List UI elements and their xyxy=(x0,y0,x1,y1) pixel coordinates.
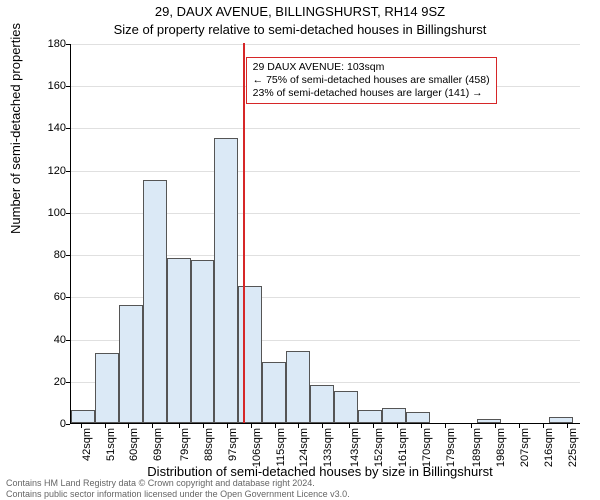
y-tick-label: 80 xyxy=(6,249,66,261)
x-tick-label: 51sqm xyxy=(105,428,117,488)
y-tick-label: 140 xyxy=(6,122,66,134)
footer-line2: Contains public sector information licen… xyxy=(6,489,350,499)
y-tick-mark xyxy=(66,171,70,172)
x-tick-label: 115sqm xyxy=(275,428,287,488)
x-tick-label: 198sqm xyxy=(495,428,507,488)
y-tick-mark xyxy=(66,340,70,341)
x-tick-label: 179sqm xyxy=(445,428,457,488)
gridline xyxy=(71,44,580,45)
x-tick-label: 170sqm xyxy=(421,428,433,488)
y-tick-mark xyxy=(66,382,70,383)
x-tick-label: 88sqm xyxy=(203,428,215,488)
y-tick-label: 160 xyxy=(6,80,66,92)
histogram-bar xyxy=(214,138,238,423)
x-tick-label: 69sqm xyxy=(152,428,164,488)
chart-title-line1: 29, DAUX AVENUE, BILLINGSHURST, RH14 9SZ xyxy=(0,4,600,19)
x-tick-label: 133sqm xyxy=(322,428,334,488)
gridline xyxy=(71,128,580,129)
x-tick-label: 152sqm xyxy=(373,428,385,488)
x-tick-label: 216sqm xyxy=(543,428,555,488)
annotation-line: 29 DAUX AVENUE: 103sqm xyxy=(253,61,490,74)
histogram-bar xyxy=(119,305,143,423)
y-tick-label: 120 xyxy=(6,165,66,177)
y-tick-mark xyxy=(66,255,70,256)
x-tick-label: 97sqm xyxy=(227,428,239,488)
y-tick-mark xyxy=(66,213,70,214)
histogram-bar xyxy=(358,410,382,423)
y-tick-mark xyxy=(66,424,70,425)
x-tick-label: 161sqm xyxy=(397,428,409,488)
histogram-bar xyxy=(286,351,310,423)
y-tick-label: 0 xyxy=(6,418,66,430)
histogram-bar xyxy=(191,260,215,423)
y-tick-mark xyxy=(66,128,70,129)
x-tick-label: 207sqm xyxy=(519,428,531,488)
x-tick-label: 106sqm xyxy=(251,428,263,488)
gridline xyxy=(71,171,580,172)
histogram-bar xyxy=(167,258,191,423)
histogram-bar xyxy=(143,180,167,423)
histogram-bar xyxy=(382,408,406,423)
x-tick-label: 143sqm xyxy=(349,428,361,488)
y-tick-label: 20 xyxy=(6,376,66,388)
x-tick-label: 124sqm xyxy=(298,428,310,488)
annotation-box: 29 DAUX AVENUE: 103sqm← 75% of semi-deta… xyxy=(246,57,497,104)
y-tick-label: 180 xyxy=(6,38,66,50)
x-tick-label: 225sqm xyxy=(567,428,579,488)
histogram-bar xyxy=(477,419,501,423)
chart-container: 29, DAUX AVENUE, BILLINGSHURST, RH14 9SZ… xyxy=(0,0,600,500)
x-tick-label: 60sqm xyxy=(128,428,140,488)
y-tick-label: 60 xyxy=(6,291,66,303)
histogram-bar xyxy=(549,417,573,423)
x-tick-label: 79sqm xyxy=(179,428,191,488)
y-tick-label: 100 xyxy=(6,207,66,219)
y-tick-mark xyxy=(66,297,70,298)
histogram-bar xyxy=(95,353,119,423)
histogram-bar xyxy=(334,391,358,423)
x-tick-label: 42sqm xyxy=(81,428,93,488)
x-tick-label: 189sqm xyxy=(471,428,483,488)
y-tick-mark xyxy=(66,86,70,87)
y-tick-mark xyxy=(66,44,70,45)
histogram-bar xyxy=(406,412,430,423)
chart-title-line2: Size of property relative to semi-detach… xyxy=(0,22,600,37)
histogram-bar xyxy=(262,362,286,423)
annotation-line: ← 75% of semi-detached houses are smalle… xyxy=(253,74,490,87)
y-tick-label: 40 xyxy=(6,334,66,346)
histogram-bar xyxy=(71,410,95,423)
histogram-bar xyxy=(310,385,334,423)
marker-line xyxy=(243,43,245,423)
annotation-line: 23% of semi-detached houses are larger (… xyxy=(253,87,490,100)
